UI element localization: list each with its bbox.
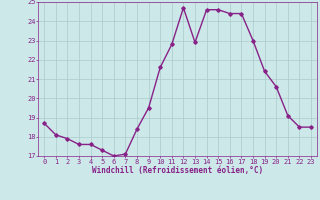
X-axis label: Windchill (Refroidissement éolien,°C): Windchill (Refroidissement éolien,°C) <box>92 166 263 175</box>
